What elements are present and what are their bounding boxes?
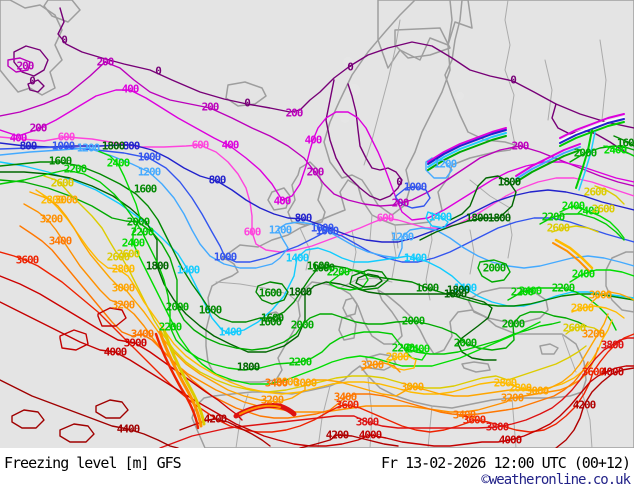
band-pechora [515, 143, 581, 177]
land-crete [461, 361, 491, 373]
land-ireland [267, 187, 291, 211]
weather-map: 0 0 0 0 0 0 0 200 200 200 200 200 200 200 200 400 400 400… [0, 0, 634, 448]
copyright-watermark: ©weatheronline.co.uk [481, 472, 631, 488]
land-corsica [342, 297, 358, 317]
land-greenland [0, 0, 63, 96]
map-timestamp: Fr 13-02-2026 12:00 UTC (00+12) [381, 454, 631, 472]
mountain-patches [340, 57, 509, 136]
map-canvas [0, 0, 634, 448]
land-kola [394, 27, 451, 59]
band-caucasus [559, 113, 625, 139]
land-greenland-ne [43, 0, 81, 23]
band-caucasus-south [554, 238, 594, 270]
gradient-bands [154, 113, 625, 430]
map-title: Freezing level [m] GFS [4, 454, 182, 472]
land-sardinia [338, 315, 357, 341]
band-scandes [427, 127, 507, 163]
land-cyprus [539, 343, 559, 355]
band-gibraltar [162, 328, 206, 426]
sea-barents-white [377, 0, 473, 69]
land-britain [287, 161, 326, 226]
contour-lines [0, 7, 634, 448]
band-urals [575, 129, 593, 189]
sea-caspian [605, 251, 634, 313]
map-footer: Freezing level [m] GFS Fr 13-02-2026 12:… [0, 448, 634, 490]
